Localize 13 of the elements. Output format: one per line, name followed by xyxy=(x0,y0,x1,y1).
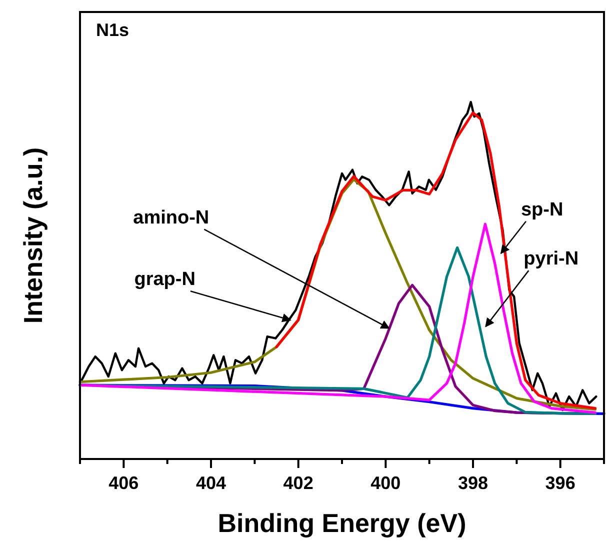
x-tick-label: 406 xyxy=(108,473,139,493)
x-axis-title: Binding Energy (eV) xyxy=(218,508,466,538)
annotation: amino-N xyxy=(133,207,210,228)
x-tick-label: 396 xyxy=(545,473,576,493)
x-tick-label: 400 xyxy=(370,473,401,493)
text: N1s xyxy=(96,20,130,40)
annotation: grap-N xyxy=(134,269,196,290)
y-axis-title: Intensity (a.u.) xyxy=(18,147,48,324)
annotation: sp-N xyxy=(520,199,564,220)
x-tick-label: 402 xyxy=(283,473,314,493)
x-tick-label: 398 xyxy=(458,473,488,493)
x-tick-label: 404 xyxy=(196,473,226,493)
annotation: pyri-N xyxy=(524,248,579,270)
